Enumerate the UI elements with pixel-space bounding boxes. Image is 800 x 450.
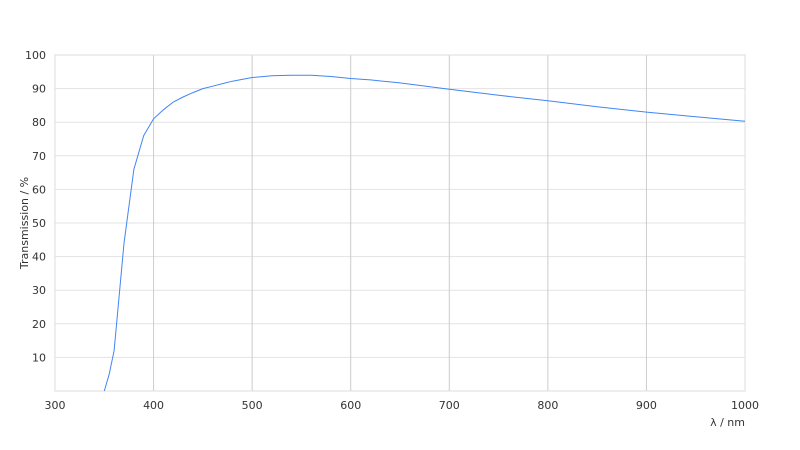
x-tick-label: 300 (45, 399, 66, 412)
x-axis-label: λ / nm (710, 416, 745, 429)
x-tick-label: 900 (636, 399, 657, 412)
y-tick-label: 100 (25, 49, 46, 62)
series-line (103, 74, 746, 392)
y-tick-label: 70 (32, 150, 46, 163)
x-tick-label: 700 (439, 399, 460, 412)
y-axis-label: Transmission / % (18, 177, 31, 270)
y-tick-label: 90 (32, 83, 46, 96)
x-tick-label: 400 (143, 399, 164, 412)
y-tick-label: 20 (32, 318, 46, 331)
y-tick-label: 50 (32, 217, 46, 230)
x-tick-label: 600 (340, 399, 361, 412)
y-tick-label: 10 (32, 351, 46, 364)
x-tick-label: 500 (242, 399, 263, 412)
tick-labels: 10 20 30 40 50 60 70 80 90 100 300 400 500 600 700 800 9… (25, 49, 759, 412)
y-tick-label: 80 (32, 116, 46, 129)
grid (54, 54, 746, 392)
x-tick-label: 1000 (731, 399, 759, 412)
series (103, 74, 746, 392)
plot-frame (54, 54, 746, 392)
x-tick-label: 800 (537, 399, 558, 412)
y-tick-label: 30 (32, 284, 46, 297)
y-tick-label: 60 (32, 183, 46, 196)
y-tick-label: 40 (32, 251, 46, 264)
